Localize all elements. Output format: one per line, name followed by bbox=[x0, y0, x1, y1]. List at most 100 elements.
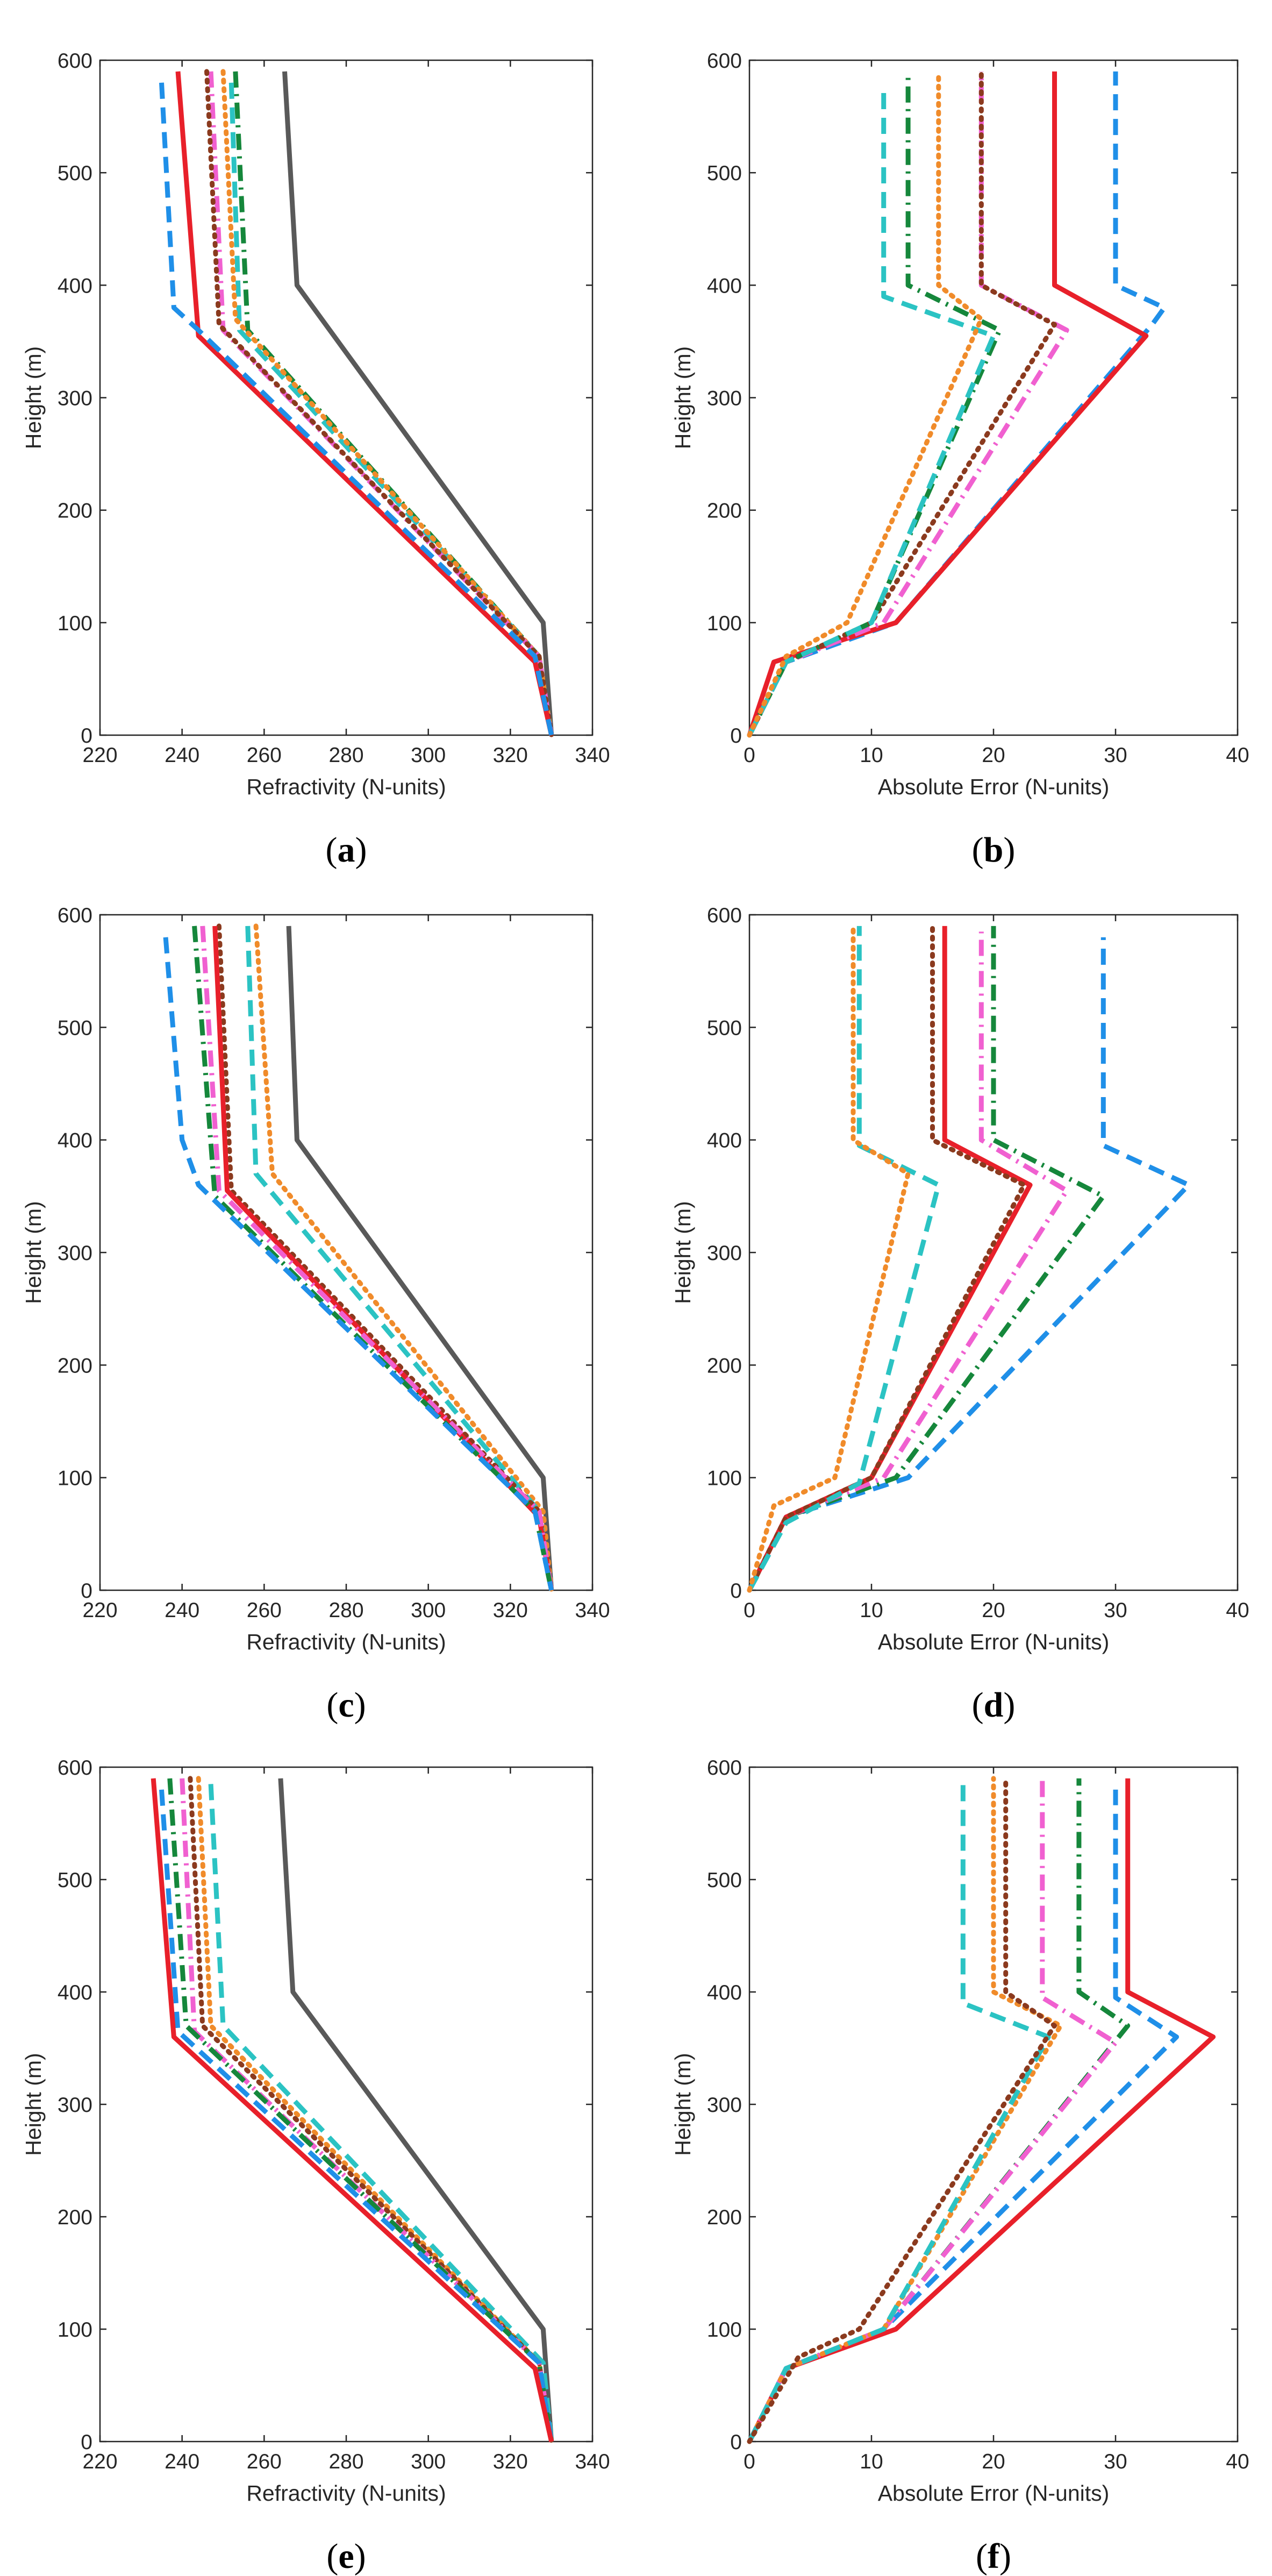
x-tick-label: 300 bbox=[411, 2450, 446, 2473]
series-line-cyan bbox=[747, 926, 941, 1592]
y-tick-label: 500 bbox=[58, 1869, 92, 1892]
x-tick-label: 300 bbox=[411, 744, 446, 767]
y-axis-label: Height (m) bbox=[21, 346, 46, 449]
x-axis-label: Absolute Error (N-units) bbox=[878, 2481, 1110, 2506]
series-line-green bbox=[167, 1778, 554, 2442]
x-tick-label: 10 bbox=[860, 2450, 883, 2473]
x-tick-label: 40 bbox=[1226, 1599, 1249, 1622]
y-tick-label: 400 bbox=[58, 1981, 92, 2004]
x-tick-label: 340 bbox=[575, 744, 610, 767]
x-tick-label: 220 bbox=[82, 2450, 117, 2473]
x-tick-label: 0 bbox=[744, 1599, 755, 1622]
panel-label: (a) bbox=[326, 830, 367, 870]
x-tick-label: 10 bbox=[860, 744, 883, 767]
series-line-blue bbox=[159, 1789, 554, 2442]
x-tick-label: 340 bbox=[575, 2450, 610, 2473]
y-axis-label: Height (m) bbox=[670, 346, 695, 449]
x-tick-label: 300 bbox=[411, 1599, 446, 1622]
x-tick-label: 220 bbox=[82, 1599, 117, 1622]
x-tick-label: 30 bbox=[1104, 2450, 1127, 2473]
y-tick-label: 300 bbox=[707, 387, 742, 410]
x-tick-label: 280 bbox=[328, 744, 363, 767]
y-tick-label: 200 bbox=[58, 500, 92, 523]
y-tick-label: 400 bbox=[707, 1981, 742, 2004]
y-tick-label: 500 bbox=[707, 1869, 742, 1892]
series-line-blue bbox=[747, 1789, 1179, 2443]
y-tick-label: 400 bbox=[58, 1129, 92, 1152]
x-tick-label: 0 bbox=[744, 2450, 755, 2473]
y-tick-label: 0 bbox=[730, 2431, 742, 2454]
y-tick-label: 400 bbox=[707, 1129, 742, 1152]
series-line-green bbox=[192, 926, 554, 1591]
x-tick-label: 320 bbox=[493, 744, 528, 767]
series-line-cyan bbox=[747, 88, 996, 737]
y-tick-label: 200 bbox=[707, 1354, 742, 1377]
panel-label: (c) bbox=[326, 1685, 366, 1725]
x-tick-label: 40 bbox=[1226, 744, 1249, 767]
y-tick-label: 100 bbox=[58, 2318, 92, 2342]
y-tick-label: 500 bbox=[58, 1016, 92, 1040]
series-line-brown bbox=[747, 1776, 1057, 2444]
y-tick-label: 0 bbox=[81, 2431, 92, 2454]
y-tick-label: 300 bbox=[707, 1242, 742, 1265]
panel-label: (e) bbox=[326, 2537, 366, 2576]
y-tick-label: 200 bbox=[707, 2206, 742, 2229]
y-tick-label: 100 bbox=[707, 1467, 742, 1490]
series-line-orange bbox=[747, 1776, 1063, 2444]
x-tick-label: 0 bbox=[744, 744, 755, 767]
x-tick-label: 20 bbox=[982, 2450, 1005, 2473]
y-tick-label: 300 bbox=[58, 1242, 92, 1265]
y-tick-label: 0 bbox=[81, 724, 92, 748]
plot-frame bbox=[99, 1766, 594, 2443]
plot-frame bbox=[748, 1766, 1239, 2443]
y-tick-label: 600 bbox=[707, 904, 742, 927]
y-tick-label: 100 bbox=[707, 612, 742, 635]
y-axis-label: Height (m) bbox=[21, 2053, 46, 2155]
series-line-red bbox=[151, 1778, 554, 2442]
y-tick-label: 600 bbox=[707, 1756, 742, 1780]
series-line-orange bbox=[747, 69, 984, 738]
chart-panel-a: 220 240 260 280 300 320 340 0 100 200 300 400 500 600… bbox=[21, 49, 610, 870]
chart-panel-e: 220 240 260 280 300 320 340 0 100 200 300 400 500 600… bbox=[21, 1756, 610, 2576]
x-tick-label: 260 bbox=[247, 744, 282, 767]
y-tick-label: 500 bbox=[707, 162, 742, 185]
x-axis-label: Absolute Error (N-units) bbox=[878, 1629, 1110, 1654]
series-line-brown bbox=[747, 923, 1027, 1593]
x-tick-label: 280 bbox=[328, 1599, 363, 1622]
x-tick-label: 240 bbox=[165, 1599, 199, 1622]
y-tick-label: 200 bbox=[58, 1354, 92, 1377]
x-tick-label: 260 bbox=[247, 2450, 282, 2473]
x-tick-label: 320 bbox=[493, 1599, 528, 1622]
y-tick-label: 0 bbox=[81, 1579, 92, 1603]
y-axis-label: Height (m) bbox=[670, 2053, 695, 2155]
series-line-red bbox=[747, 71, 1149, 736]
x-axis-label: Refractivity (N-units) bbox=[246, 774, 446, 799]
y-tick-label: 200 bbox=[707, 500, 742, 523]
x-tick-label: 30 bbox=[1104, 1599, 1127, 1622]
y-tick-label: 600 bbox=[58, 1756, 92, 1780]
x-tick-label: 20 bbox=[982, 1599, 1005, 1622]
x-tick-label: 240 bbox=[165, 744, 199, 767]
x-tick-label: 20 bbox=[982, 744, 1005, 767]
y-tick-label: 600 bbox=[707, 49, 742, 73]
y-tick-label: 200 bbox=[58, 2206, 92, 2229]
series-line-brown bbox=[204, 69, 554, 738]
x-axis-label: Absolute Error (N-units) bbox=[878, 774, 1110, 799]
y-tick-label: 300 bbox=[58, 2094, 92, 2117]
x-tick-label: 40 bbox=[1226, 2450, 1249, 2473]
y-tick-label: 100 bbox=[707, 2318, 742, 2342]
y-tick-label: 0 bbox=[730, 724, 742, 748]
x-tick-label: 260 bbox=[247, 1599, 282, 1622]
y-tick-label: 0 bbox=[730, 1579, 742, 1603]
y-tick-label: 400 bbox=[707, 274, 742, 297]
series-line-cyan bbox=[747, 1778, 1051, 2443]
x-tick-label: 340 bbox=[575, 1599, 610, 1622]
panel-label: (d) bbox=[972, 1685, 1016, 1725]
series-line-gray bbox=[282, 71, 554, 736]
x-tick-label: 30 bbox=[1104, 744, 1127, 767]
y-tick-label: 100 bbox=[58, 1467, 92, 1490]
series-line-blue bbox=[747, 937, 1191, 1592]
